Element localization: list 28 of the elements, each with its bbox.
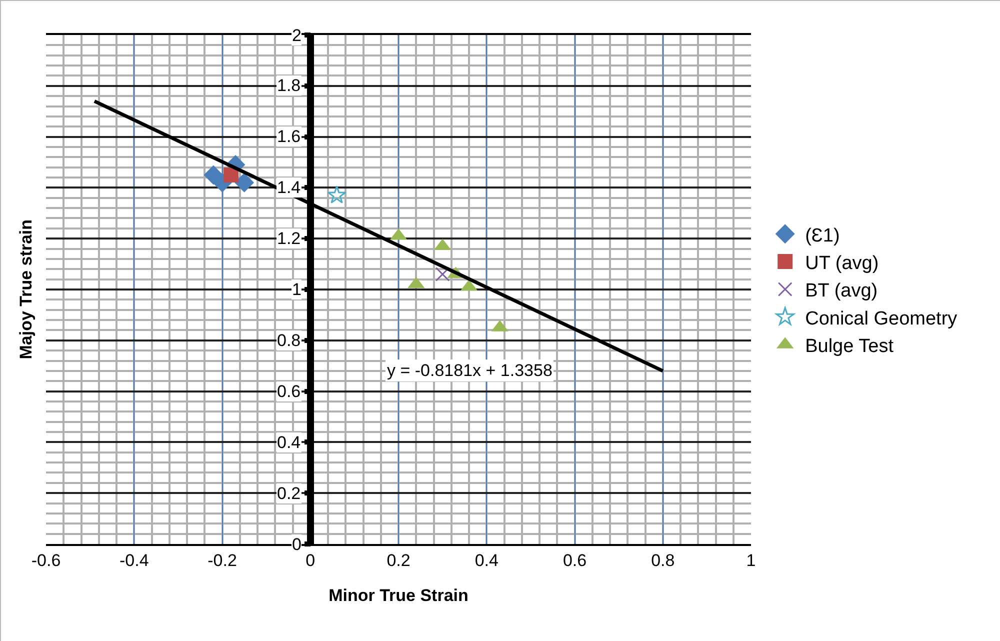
x-tick-label: 0 xyxy=(306,551,316,570)
x-tick-label: 1 xyxy=(746,551,756,570)
annotation: y = -0.8181x + 1.3358 xyxy=(387,361,552,380)
x-tick-label: 0.6 xyxy=(562,551,587,570)
legend-label: BT (avg) xyxy=(805,280,878,302)
x-tick-label: -0.4 xyxy=(119,551,149,570)
x-tick-label: 0.8 xyxy=(651,551,675,570)
y-tick-label: 1.6 xyxy=(277,127,301,146)
y-tick-label: 1.4 xyxy=(277,178,301,197)
y-tick-label: 0.6 xyxy=(277,382,301,401)
y-tick-label: 0 xyxy=(292,535,302,554)
y-tick-label: 1.8 xyxy=(277,76,301,95)
legend-label: UT (avg) xyxy=(805,252,879,274)
x-axis-title: Minor True Strain xyxy=(328,586,468,606)
y-tick-label: 0.4 xyxy=(277,433,301,452)
legend-label: Conical Geometry xyxy=(805,308,958,330)
x-tick-label: -0.2 xyxy=(208,551,237,570)
y-tick-label: 1 xyxy=(292,280,302,299)
x-tick-label: -0.6 xyxy=(31,551,61,570)
y-tick-label: 2 xyxy=(292,26,302,45)
legend-label: (Ɛ1) xyxy=(805,225,840,246)
y-tick-label: 0.2 xyxy=(277,484,301,503)
y-tick-label: 0.8 xyxy=(277,331,301,350)
x-tick-label: 0.4 xyxy=(474,551,498,570)
y-tick-label: 1.2 xyxy=(277,229,301,248)
legend-label: Bulge Test xyxy=(805,336,894,358)
y-axis-title: Majoy True strain xyxy=(16,219,36,360)
x-tick-label: 0.2 xyxy=(386,551,410,570)
